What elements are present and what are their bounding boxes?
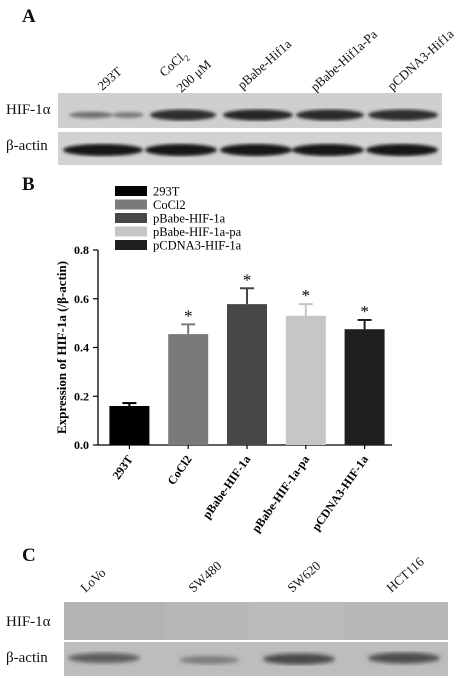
band-a1-lane3 bbox=[223, 109, 293, 121]
panel-a-letter: A bbox=[22, 6, 36, 27]
blot-c-row2 bbox=[64, 642, 448, 676]
x-tick-label-3: pBabe-HIF-1a-pa bbox=[249, 453, 312, 535]
bar-3 bbox=[285, 315, 326, 445]
bar-4 bbox=[344, 329, 385, 445]
lane-label-hct116: HCT116 bbox=[383, 553, 427, 596]
legend-swatch-1 bbox=[115, 199, 147, 210]
band-a2-lane2 bbox=[145, 144, 217, 156]
y-tick-label: 0.0 bbox=[74, 438, 89, 452]
legend-label-1: CoCl2 bbox=[153, 198, 186, 212]
blot-c-row1 bbox=[64, 602, 448, 640]
band-a2-lane5 bbox=[366, 144, 438, 156]
x-tick-label-0: 293T bbox=[109, 453, 135, 482]
significance-mark-3: * bbox=[302, 286, 311, 305]
band-a1-lane1b bbox=[112, 112, 144, 118]
band-a1-lane2 bbox=[150, 109, 216, 121]
y-tick-label: 0.4 bbox=[74, 341, 89, 355]
band-c2-lane3 bbox=[263, 653, 335, 665]
bar-2 bbox=[227, 304, 267, 445]
blot-a-row1-label: HIF-1α bbox=[6, 102, 51, 118]
bar-chart: 0.0 0.2 0.4 0.6 0.8 Expression of HIF-1a (/β-… bbox=[54, 185, 392, 535]
band-a1-lane1 bbox=[69, 111, 113, 119]
blot-a-row2 bbox=[58, 132, 442, 165]
lane-label-sw620: SW620 bbox=[284, 558, 324, 596]
band-a1-lane5 bbox=[368, 109, 438, 121]
band-a2-lane4 bbox=[292, 144, 364, 156]
legend-label-4: pCDNA3-HIF-1a bbox=[153, 239, 242, 253]
band-c2-lane2 bbox=[179, 656, 239, 664]
blot-c-row1-label: HIF-1α bbox=[6, 614, 51, 630]
y-axis-label: Expression of HIF-1a (/β-actin) bbox=[54, 261, 69, 434]
legend-swatch-2 bbox=[115, 213, 147, 223]
lane-label-sw480: SW480 bbox=[185, 558, 225, 596]
band-a2-lane1 bbox=[63, 144, 143, 156]
significance-mark-2: * bbox=[243, 270, 252, 289]
y-tick-label: 0.8 bbox=[74, 243, 89, 257]
legend-label-0: 293T bbox=[153, 185, 180, 199]
lane-label-lovo: LoVo bbox=[77, 564, 109, 596]
legend-swatch-0 bbox=[115, 186, 147, 196]
legend-swatch-3 bbox=[115, 226, 147, 237]
y-tick-label: 0.2 bbox=[74, 389, 89, 403]
panel-b-letter: B bbox=[22, 174, 35, 195]
legend-label-3: pBabe-HIF-1a-pa bbox=[153, 225, 242, 239]
bar-1 bbox=[168, 334, 209, 445]
bar-0 bbox=[109, 406, 150, 445]
x-tick-label-2: pBabe-HIF-1a bbox=[200, 453, 254, 522]
blot-a-row1 bbox=[58, 93, 442, 128]
blot-c-row2-label: β-actin bbox=[6, 650, 48, 666]
y-tick-label: 0.6 bbox=[74, 292, 89, 306]
blot-a-row2-label: β-actin bbox=[6, 138, 48, 154]
significance-mark-1: * bbox=[184, 306, 193, 325]
band-c2-lane1 bbox=[68, 653, 140, 663]
band-c2-lane4 bbox=[368, 652, 440, 664]
band-a1-lane4 bbox=[296, 109, 364, 121]
panel-c-letter: C bbox=[22, 545, 36, 566]
x-tick-label-1: CoCl2 bbox=[164, 453, 194, 488]
x-tick-label-4: pCDNA3-HIF-1a bbox=[309, 453, 371, 534]
legend-swatch-4 bbox=[115, 240, 147, 250]
significance-mark-4: * bbox=[360, 302, 369, 321]
band-a2-lane3 bbox=[220, 144, 292, 156]
legend-label-2: pBabe-HIF-1a bbox=[153, 212, 226, 226]
